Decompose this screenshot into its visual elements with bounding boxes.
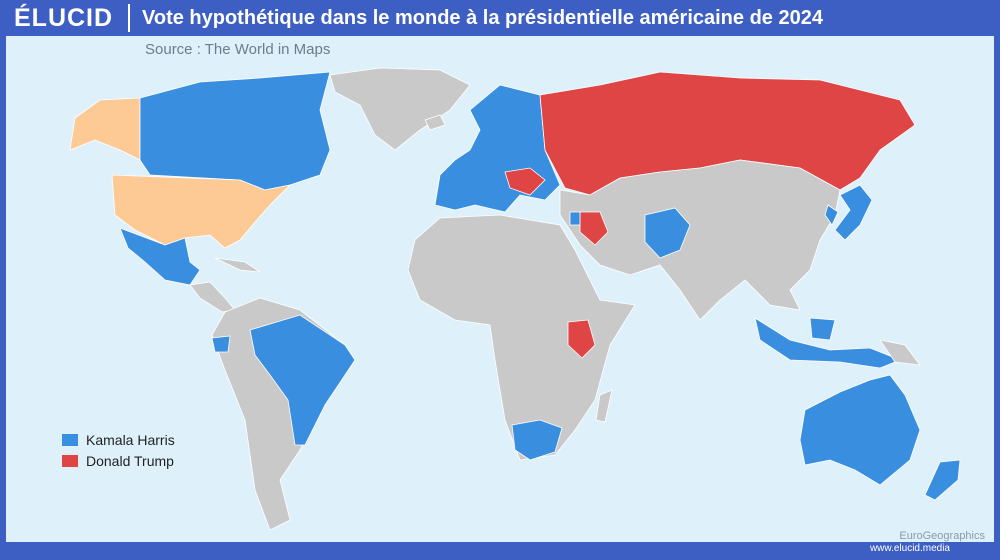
header: ÉLUCID Vote hypothétique dans le monde à… bbox=[0, 0, 1000, 36]
madagascar bbox=[595, 389, 613, 423]
kenya bbox=[567, 319, 596, 359]
usa bbox=[111, 174, 292, 249]
legend-label: Donald Trump bbox=[86, 453, 174, 469]
canada bbox=[139, 71, 331, 191]
png bbox=[879, 339, 921, 366]
australia bbox=[799, 374, 921, 486]
iraq bbox=[579, 211, 609, 246]
brazil bbox=[249, 314, 356, 446]
iceland bbox=[424, 114, 446, 131]
borneo bbox=[809, 317, 836, 341]
legend-label: Kamala Harris bbox=[86, 432, 175, 448]
credit-site: www.elucid.media bbox=[869, 543, 950, 554]
africa bbox=[407, 214, 636, 461]
title: Vote hypothétique dans le monde à la pré… bbox=[142, 7, 823, 29]
korea bbox=[824, 204, 839, 226]
hungary-region bbox=[504, 167, 546, 196]
indonesia bbox=[754, 317, 902, 369]
ecuador bbox=[211, 335, 231, 353]
syria-region bbox=[569, 211, 581, 226]
source: Source : The World in Maps bbox=[145, 41, 330, 58]
south-africa bbox=[511, 419, 563, 461]
alaska bbox=[69, 97, 141, 161]
asia bbox=[559, 159, 841, 321]
mexico bbox=[119, 227, 201, 286]
footer-bar bbox=[6, 542, 994, 554]
divider bbox=[128, 4, 130, 32]
caribbean bbox=[214, 257, 261, 273]
brand-logo: ÉLUCID bbox=[14, 4, 114, 32]
credit-geo: EuroGeographics bbox=[899, 530, 985, 542]
world-map: Source : The World in Maps bbox=[6, 36, 994, 554]
japan bbox=[834, 184, 873, 241]
legend-swatch bbox=[62, 455, 78, 467]
pakistan bbox=[644, 207, 691, 259]
greenland bbox=[329, 67, 471, 151]
legend-swatch bbox=[62, 434, 78, 446]
new-zealand bbox=[924, 459, 961, 501]
